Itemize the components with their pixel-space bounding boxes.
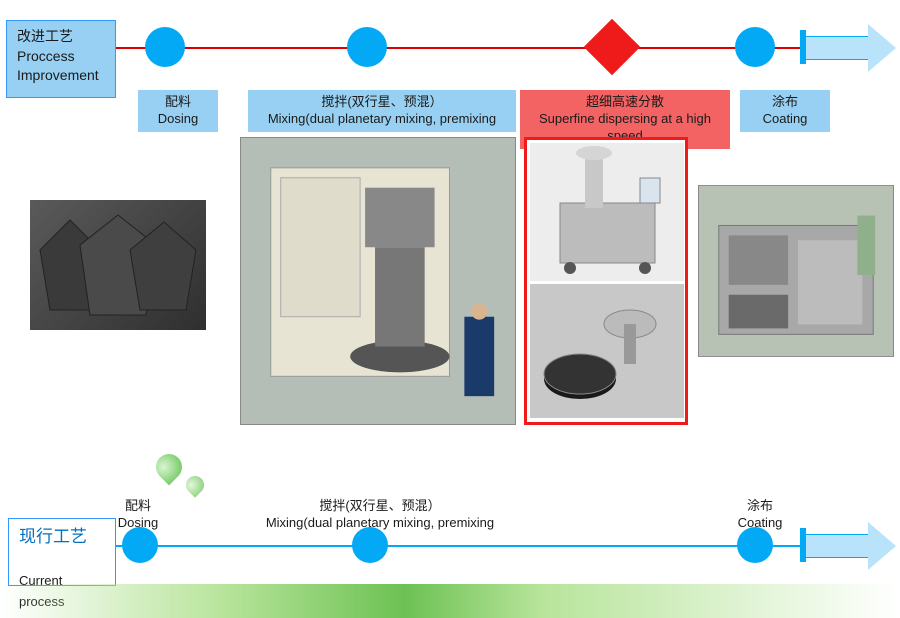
top-node-coating [735,27,775,67]
image-dosing-bags [30,200,206,330]
bottom-step1-en: Mixing(dual planetary mixing, premixing [266,515,494,530]
bottom-flow-line [116,545,806,547]
image-dispersing-1 [530,143,684,281]
bottom-label-coating: 涂布 Coating [720,494,800,536]
bottom-step0-en: Dosing [118,515,158,530]
bottom-title-cn: 现行工艺 [19,527,87,546]
top-label-coating: 涂布 Coating [740,90,830,132]
water-drop-2 [182,472,207,497]
top-step3-cn: 涂布 [772,94,798,109]
top-node-dispersing [584,19,641,76]
image-mixing-machine [240,137,516,425]
top-title-en2: Improvement [17,67,99,83]
image-dispersing-2 [530,284,684,418]
bottom-label-mixing: 搅拌(双行星、预混） Mixing(dual planetary mixing,… [240,494,520,536]
top-step1-cn: 搅拌(双行星、预混） [321,94,442,109]
top-title-cn: 改进工艺 [17,28,73,44]
image-dispersing-frame [524,137,688,425]
top-label-dosing: 配料 Dosing [138,90,218,132]
top-step2-cn: 超细高速分散 [586,94,664,109]
top-step0-en: Dosing [158,111,198,126]
bottom-gradient-strip [0,584,900,618]
bottom-step0-cn: 配料 [125,498,151,513]
process-improvement-box: 改进工艺 Proccess Improvement [6,20,116,98]
top-step1-en: Mixing(dual planetary mixing, premixing [268,111,496,126]
top-title-en1: Proccess [17,48,75,64]
top-step3-en: Coating [763,111,808,126]
top-step0-cn: 配料 [165,94,191,109]
top-label-mixing: 搅拌(双行星、预混） Mixing(dual planetary mixing,… [248,90,516,132]
water-drop-1 [151,449,188,486]
top-node-mixing [347,27,387,67]
bottom-step2-cn: 涂布 [747,498,773,513]
top-flow-line [116,47,806,49]
top-node-dosing [145,27,185,67]
bottom-label-dosing: 配料 Dosing [108,494,168,536]
bottom-step2-en: Coating [738,515,783,530]
bottom-step1-cn: 搅拌(双行星、预混） [319,498,440,513]
current-process-box: 现行工艺 Current process [8,518,116,586]
image-coating-machine [698,185,894,357]
